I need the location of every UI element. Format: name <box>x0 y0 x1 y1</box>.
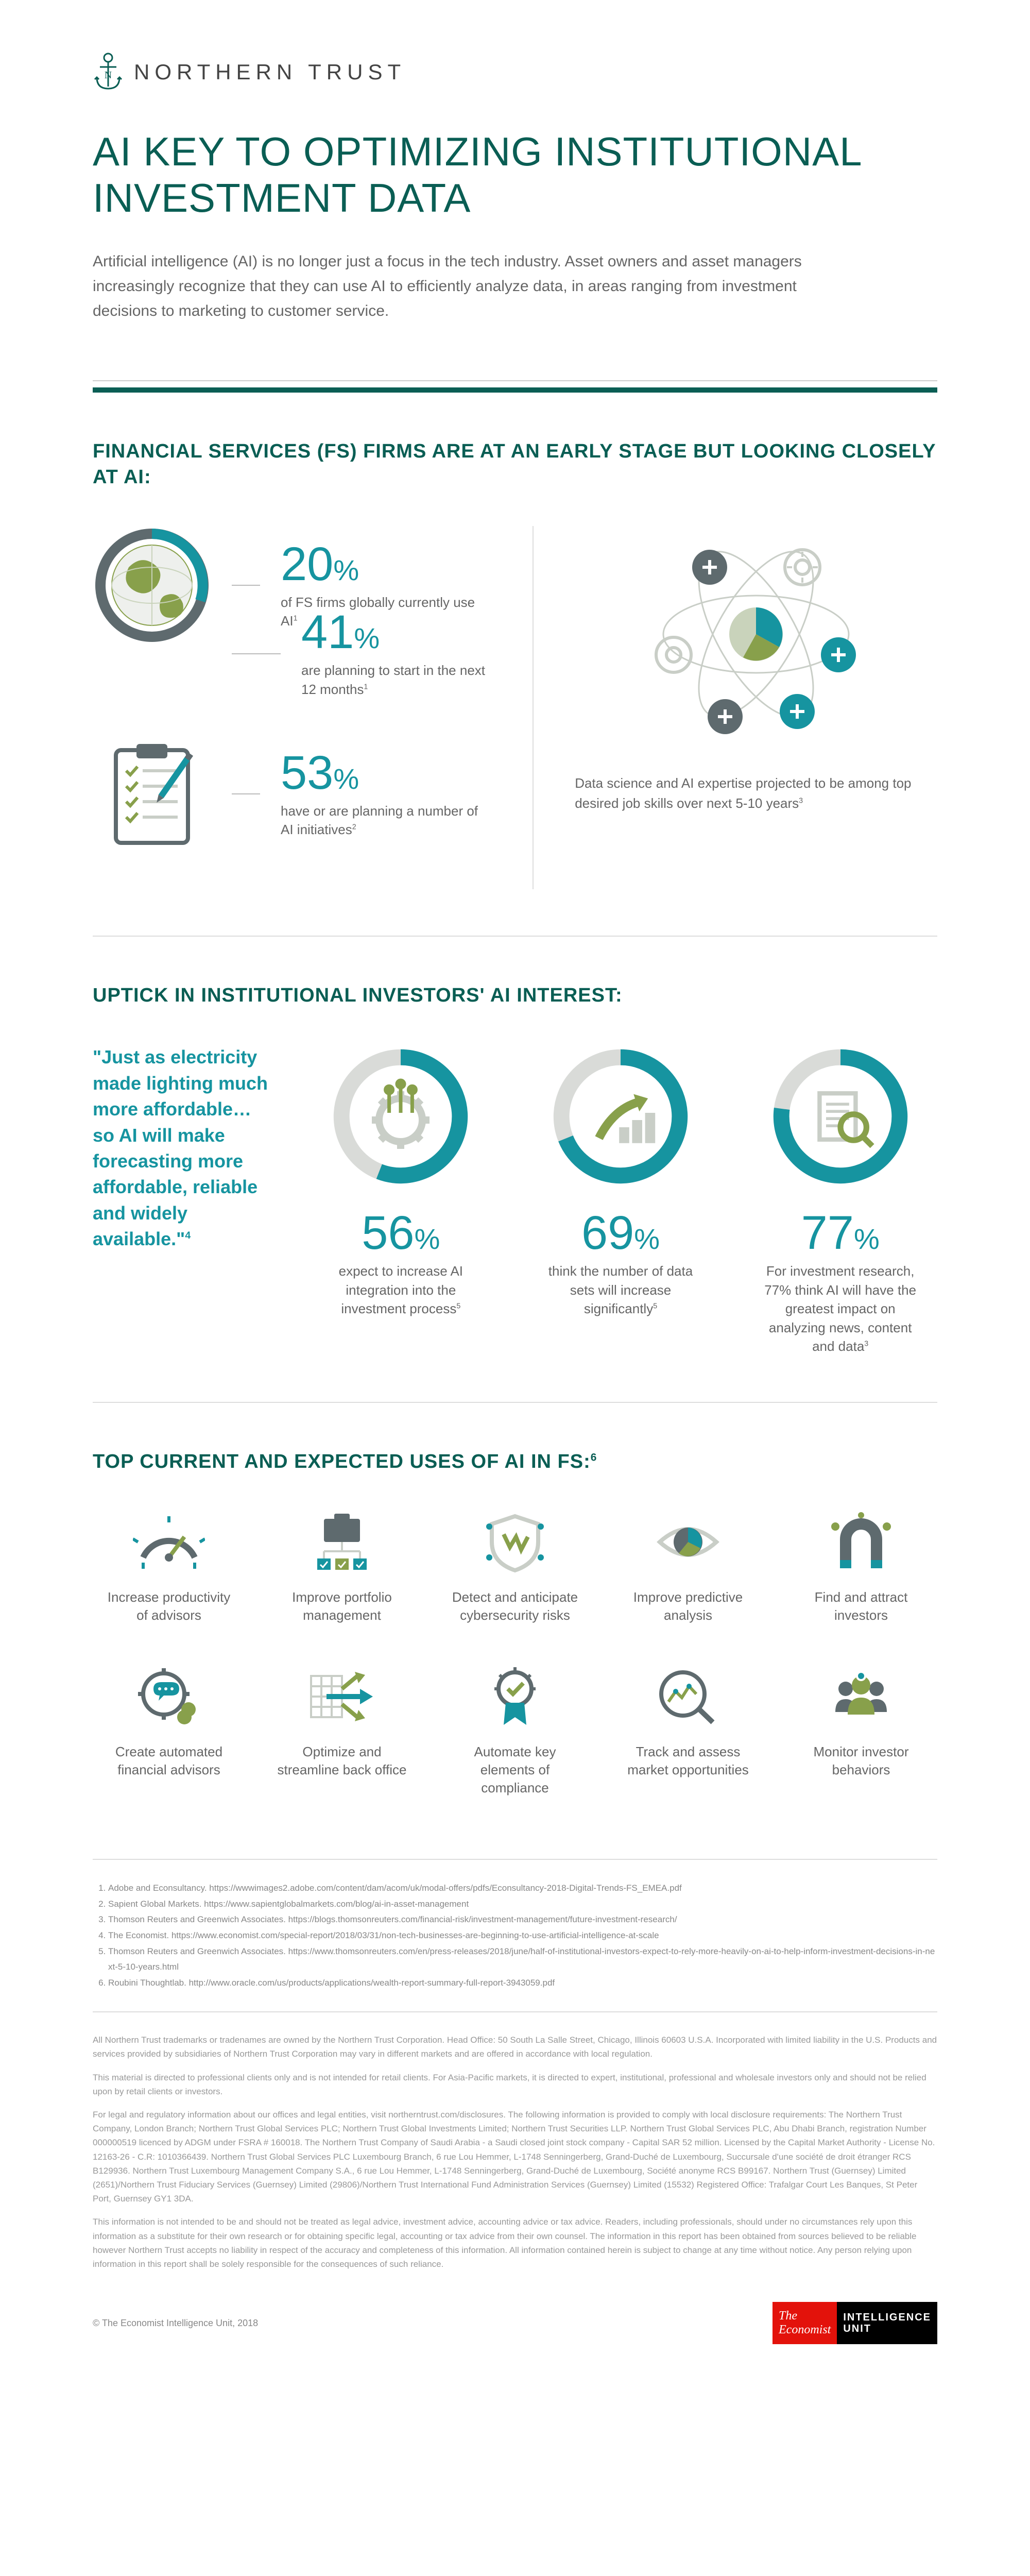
use-label: Find and attract investors <box>794 1588 928 1624</box>
section1: 20% of FS firms globally currently use A… <box>93 526 937 889</box>
reference-item: Thomson Reuters and Greenwich Associates… <box>108 1912 937 1928</box>
briefcase-icon <box>306 1511 378 1573</box>
section3-heading: TOP CURRENT AND EXPECTED USES OF AI IN F… <box>93 1449 937 1475</box>
atom-figure: Data science and AI expertise projected … <box>575 526 937 814</box>
section2-heading: UPTICK IN INSTITUTIONAL INVESTORS' AI IN… <box>93 983 937 1008</box>
stat-value: 20 <box>281 538 333 590</box>
legal-paragraph: For legal and regulatory information abo… <box>93 2108 937 2206</box>
brand-logo: N NORTHERN TRUST <box>93 52 937 93</box>
reference-item: Thomson Reuters and Greenwich Associates… <box>108 1944 937 1975</box>
reference-item: The Economist. https://www.economist.com… <box>108 1928 937 1944</box>
use-item: Improve predictive analysis <box>612 1511 764 1624</box>
magnify-chart-icon <box>652 1666 724 1727</box>
use-label: Automate key elements of compliance <box>448 1743 582 1797</box>
use-item: Detect and anticipate cybersecurity risk… <box>439 1511 591 1624</box>
donut-desc: think the number of data sets will incre… <box>543 1262 698 1318</box>
donut-item: 56% expect to increase AI integration in… <box>304 1044 498 1355</box>
stat-desc: have or are planning a number of AI init… <box>281 802 491 839</box>
clipboard-icon <box>93 735 211 853</box>
use-label: Create automated financial advisors <box>102 1743 236 1779</box>
reference-item: Roubini Thoughtlab. http://www.oracle.co… <box>108 1975 937 1991</box>
donut-value: 56 <box>362 1207 414 1259</box>
donut-value: 77 <box>801 1207 854 1259</box>
use-item: Improve portfolio management <box>266 1511 418 1624</box>
monitor-people-icon <box>825 1666 897 1727</box>
divider <box>93 387 937 393</box>
use-label: Improve predictive analysis <box>621 1588 755 1624</box>
use-item: Monitor investor behaviors <box>785 1666 937 1797</box>
page-title: AI KEY TO OPTIMIZING INSTITUTIONAL INVES… <box>93 129 937 221</box>
stat-row: 41% are planning to start in the next 12… <box>173 608 491 699</box>
section1-heading: FINANCIAL SERVICES (FS) FIRMS ARE AT AN … <box>93 439 937 490</box>
footer: © The Economist Intelligence Unit, 2018 … <box>93 2302 937 2344</box>
economist-badge: TheEconomist INTELLIGENCEUNIT <box>772 2302 937 2344</box>
legal-paragraph: This information is not intended to be a… <box>93 2215 937 2271</box>
donut-item: 69% think the number of data sets will i… <box>524 1044 718 1355</box>
use-item: Automate key elements of compliance <box>439 1666 591 1797</box>
stat-desc: are planning to start in the next 12 mon… <box>301 661 491 699</box>
reference-item: Sapient Global Markets. https://www.sapi… <box>108 1896 937 1912</box>
grid-arrow-icon <box>306 1666 378 1727</box>
use-item: Optimize and streamline back office <box>266 1666 418 1797</box>
donut-desc: expect to increase AI integration into t… <box>323 1262 478 1318</box>
atom-icon <box>648 526 864 742</box>
use-label: Detect and anticipate cybersecurity risk… <box>448 1588 582 1624</box>
use-label: Track and assess market opportunities <box>621 1743 755 1779</box>
use-item: Track and assess market opportunities <box>612 1666 764 1797</box>
intro-text: Artificial intelligence (AI) is no longe… <box>93 249 865 324</box>
donut-item: 77% For investment research, 77% think A… <box>743 1044 937 1355</box>
magnet-icon <box>825 1511 897 1573</box>
eye-icon <box>652 1511 724 1573</box>
section2: "Just as electricity made lighting much … <box>93 1044 937 1355</box>
use-label: Monitor investor behaviors <box>794 1743 928 1779</box>
copyright: © The Economist Intelligence Unit, 2018 <box>93 2318 258 2329</box>
svg-text:N: N <box>105 70 112 81</box>
atom-caption: Data science and AI expertise projected … <box>575 773 937 814</box>
brand-text: NORTHERN TRUST <box>134 60 406 84</box>
donut-value: 69 <box>581 1207 634 1259</box>
ribbon-icon <box>479 1666 551 1727</box>
legal-paragraph: This material is directed to professiona… <box>93 2071 937 2098</box>
gauge-icon <box>133 1511 205 1573</box>
legal-disclaimer: All Northern Trust trademarks or tradena… <box>93 2011 937 2271</box>
use-item: Create automated financial advisors <box>93 1666 245 1797</box>
references: Adobe and Econsultancy. https://wwwimage… <box>93 1859 937 1991</box>
use-item: Increase productivity of advisors <box>93 1511 245 1624</box>
use-label: Increase productivity of advisors <box>102 1588 236 1624</box>
anchor-icon: N <box>93 52 124 93</box>
reference-item: Adobe and Econsultancy. https://wwwimage… <box>108 1880 937 1896</box>
divider <box>93 936 937 937</box>
use-label: Optimize and streamline back office <box>275 1743 409 1779</box>
shield-icon <box>479 1511 551 1573</box>
uses-grid: Increase productivity of advisors Improv… <box>93 1511 937 1797</box>
legal-paragraph: All Northern Trust trademarks or tradena… <box>93 2033 937 2061</box>
divider <box>93 1402 937 1403</box>
stat-value: 41 <box>301 606 354 658</box>
use-item: Find and attract investors <box>785 1511 937 1624</box>
use-label: Improve portfolio management <box>275 1588 409 1624</box>
divider <box>93 380 937 381</box>
globe-icon <box>93 526 211 645</box>
stat-row: 53% have or are planning a number of AI … <box>93 735 491 853</box>
chat-gear-icon <box>133 1666 205 1727</box>
stat-value: 53 <box>281 747 333 799</box>
donut-desc: For investment research, 77% think AI wi… <box>763 1262 918 1355</box>
pull-quote: "Just as electricity made lighting much … <box>93 1044 273 1252</box>
